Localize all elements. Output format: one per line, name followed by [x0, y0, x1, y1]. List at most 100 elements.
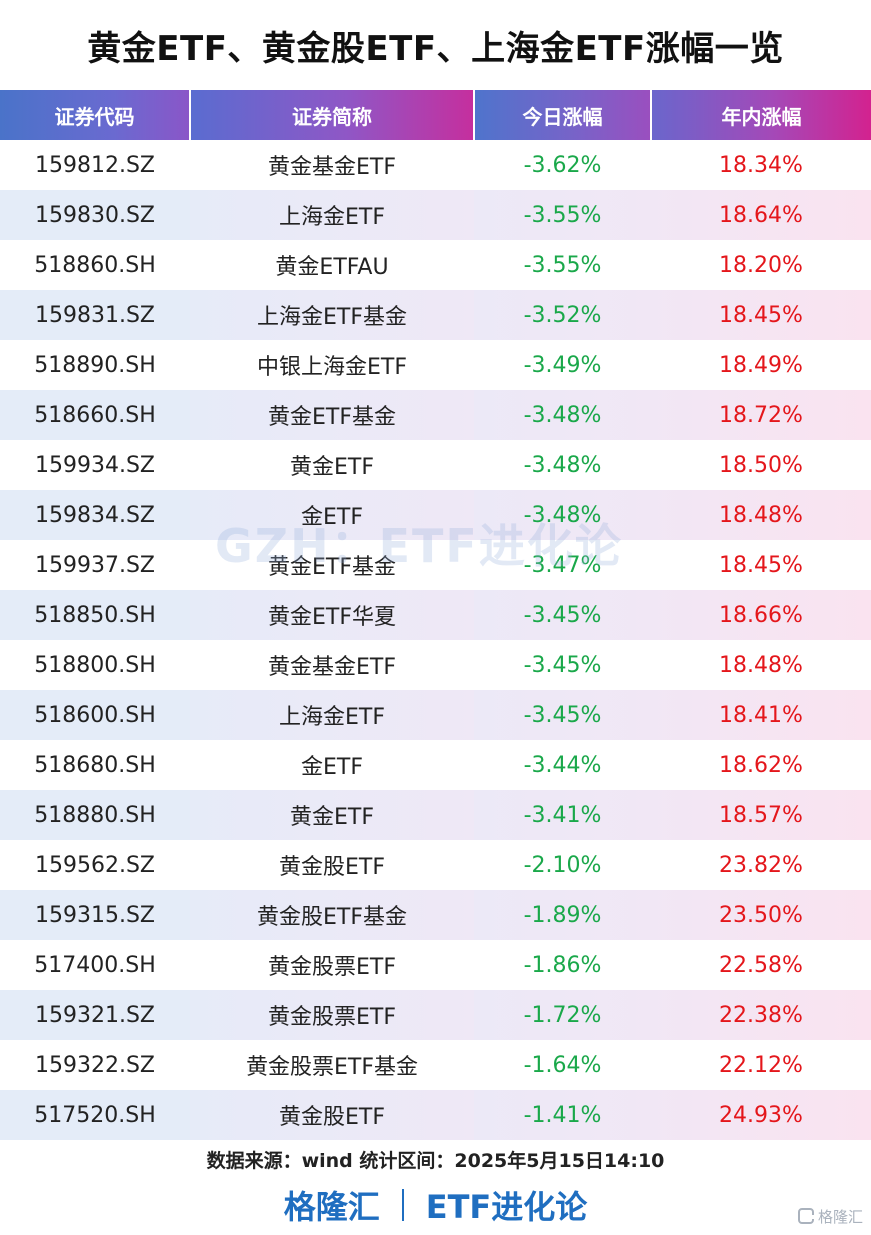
cell-today-change: -1.64% [523, 1052, 602, 1078]
header-today-change: 今日涨幅 [474, 90, 652, 140]
cell-ytd-change: 18.72% [651, 390, 871, 440]
table-row: 518860.SH 黄金ETFAU -3.55% 18.20% [0, 240, 871, 290]
cell-today-change: -3.41% [474, 790, 651, 840]
cell-code: 518680.SH [34, 752, 156, 778]
cell-name: 黄金股票ETF [268, 955, 396, 980]
table-row: 159562.SZ 黄金股ETF -2.10% 23.82% [0, 840, 871, 890]
cell-today-change: -3.48% [474, 390, 651, 440]
table-header-row: 证券代码 证券简称 今日涨幅 年内涨幅 [0, 90, 871, 140]
cell-today-change: -3.49% [523, 352, 602, 378]
cell-ytd-change: 18.34% [719, 152, 803, 178]
cell-code: 159937.SZ [34, 552, 155, 578]
cell-ytd-change: 18.62% [719, 752, 803, 778]
table-row: 518800.SH 黄金基金ETF -3.45% 18.48% [0, 640, 871, 690]
cell-name: 黄金ETFAU [275, 255, 389, 280]
cell-code: 518660.SH [0, 390, 190, 440]
cell-name: 黄金ETF [190, 790, 474, 840]
page-title: 黄金ETF、黄金股ETF、上海金ETF涨幅一览 [87, 28, 784, 69]
cell-today-change: -2.10% [523, 852, 602, 878]
cell-code: 518600.SH [0, 690, 190, 740]
cell-today-change: -3.48% [474, 490, 651, 540]
cell-today-change: -3.52% [474, 290, 651, 340]
cell-ytd-change: 18.48% [719, 652, 803, 678]
cell-today-change: -1.72% [474, 990, 651, 1040]
cell-ytd-change: 18.66% [651, 590, 871, 640]
cell-ytd-change: 24.93% [651, 1090, 871, 1140]
cell-ytd-change: 18.41% [651, 690, 871, 740]
cell-ytd-change: 18.20% [719, 252, 803, 278]
cell-name: 黄金股ETF [190, 1090, 474, 1140]
cell-name: 黄金股票ETF [190, 990, 474, 1040]
table-row: 159322.SZ 黄金股票ETF基金 -1.64% 22.12% [0, 1040, 871, 1090]
cell-code: 159834.SZ [0, 490, 190, 540]
cell-ytd-change: 18.50% [719, 452, 803, 478]
header-ytd-change: 年内涨幅 [651, 90, 871, 140]
table-row: 159321.SZ 黄金股票ETF -1.72% 22.38% [0, 990, 871, 1040]
table-row: 159812.SZ 黄金基金ETF -3.62% 18.34% [0, 140, 871, 190]
cell-ytd-change: 18.48% [651, 490, 871, 540]
cell-name: 黄金股ETF [279, 855, 385, 880]
cell-code: 159934.SZ [34, 452, 155, 478]
cell-name: 黄金ETF [290, 455, 374, 480]
cell-name: 黄金ETF基金 [268, 555, 396, 580]
cell-name: 上海金ETF基金 [190, 290, 474, 340]
cell-ytd-change: 18.64% [651, 190, 871, 240]
cell-code: 159831.SZ [0, 290, 190, 340]
cell-name: 黄金ETF基金 [190, 390, 474, 440]
cell-today-change: -3.55% [523, 252, 602, 278]
table-row: 159830.SZ 上海金ETF -3.55% 18.64% [0, 190, 871, 240]
cell-ytd-change: 18.45% [719, 552, 803, 578]
footer-brand-name: 格隆汇 [283, 1188, 380, 1226]
corner-watermark-logo: 格隆汇 [797, 1204, 863, 1228]
cell-today-change: -1.89% [474, 890, 651, 940]
cell-code: 517520.SH [0, 1090, 190, 1140]
cell-name: 中银上海金ETF [257, 355, 407, 380]
cell-ytd-change: 23.50% [651, 890, 871, 940]
table-row: 518890.SH 中银上海金ETF -3.49% 18.49% [0, 340, 871, 390]
cell-today-change: -1.86% [523, 952, 602, 978]
cell-code: 159322.SZ [34, 1052, 155, 1078]
cell-ytd-change: 22.12% [719, 1052, 803, 1078]
cell-ytd-change: 23.82% [719, 852, 803, 878]
table-row: 159315.SZ 黄金股ETF基金 -1.89% 23.50% [0, 890, 871, 940]
cell-code: 518860.SH [34, 252, 156, 278]
footer-divider [401, 1189, 404, 1221]
table-row: 518680.SH 金ETF -3.44% 18.62% [0, 740, 871, 790]
cell-code: 518890.SH [34, 352, 156, 378]
cell-ytd-change: 22.58% [719, 952, 803, 978]
cell-today-change: -3.62% [523, 152, 602, 178]
cell-name: 上海金ETF [190, 190, 474, 240]
cell-name: 黄金股票ETF基金 [246, 1055, 418, 1080]
cell-today-change: -3.48% [523, 452, 602, 478]
corner-logo-text: 格隆汇 [817, 1207, 863, 1226]
table-row: 518660.SH 黄金ETF基金 -3.48% 18.72% [0, 390, 871, 440]
cell-today-change: -3.55% [474, 190, 651, 240]
cell-name: 黄金ETF华夏 [190, 590, 474, 640]
cell-name: 黄金基金ETF [268, 655, 396, 680]
header-code: 证券代码 [0, 90, 191, 140]
cell-today-change: -3.45% [474, 690, 651, 740]
table-row: 159834.SZ 金ETF -3.48% 18.48% [0, 490, 871, 540]
cell-code: 159812.SZ [34, 152, 155, 178]
table-body: 159812.SZ 黄金基金ETF -3.62% 18.34% 159830.SZ 上海金… [0, 140, 871, 1140]
cell-code: 517400.SH [34, 952, 156, 978]
header-name: 证券简称 [190, 90, 475, 140]
table-row: 159831.SZ 上海金ETF基金 -3.52% 18.45% [0, 290, 871, 340]
cell-ytd-change: 22.38% [651, 990, 871, 1040]
cell-today-change: -3.45% [474, 590, 651, 640]
cell-today-change: -3.45% [523, 652, 602, 678]
cell-code: 518880.SH [0, 790, 190, 840]
cell-code: 518800.SH [34, 652, 156, 678]
table-row: 517400.SH 黄金股票ETF -1.86% 22.58% [0, 940, 871, 990]
cell-ytd-change: 18.57% [651, 790, 871, 840]
cell-code: 159321.SZ [0, 990, 190, 1040]
table-row: 518850.SH 黄金ETF华夏 -3.45% 18.66% [0, 590, 871, 640]
cell-ytd-change: 18.45% [651, 290, 871, 340]
etf-table: 证券代码 证券简称 今日涨幅 年内涨幅 159812.SZ 黄金基金ETF -3.6… [0, 90, 871, 1140]
cell-name: 黄金股ETF基金 [190, 890, 474, 940]
cell-ytd-change: 18.49% [719, 352, 803, 378]
cell-code: 159830.SZ [0, 190, 190, 240]
cell-today-change: -3.44% [523, 752, 602, 778]
footer-brand: 格隆汇 ETF进化论 [0, 1180, 871, 1230]
cell-today-change: -1.41% [474, 1090, 651, 1140]
